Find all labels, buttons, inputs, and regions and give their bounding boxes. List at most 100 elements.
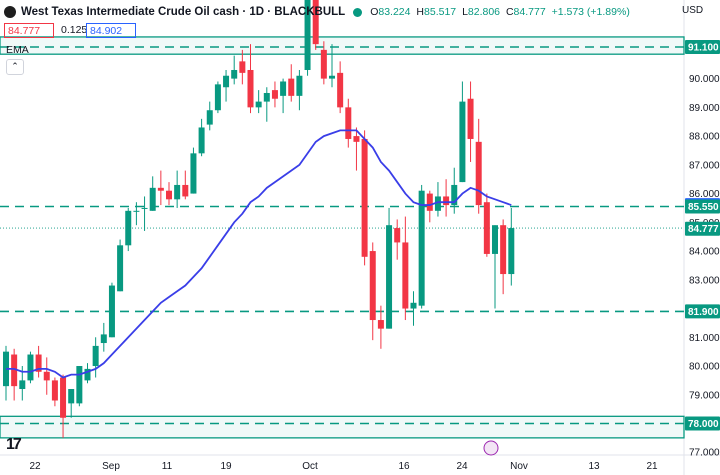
high-value: 85.517: [424, 6, 457, 18]
candle-body: [361, 138, 368, 257]
candle-body: [451, 184, 458, 206]
candle-body: [467, 98, 474, 139]
support-resistance-zone: [0, 36, 685, 55]
tradingview-logo[interactable]: 17: [6, 436, 22, 453]
price-tick-label: 84.000: [689, 247, 720, 258]
candle-body: [35, 354, 42, 372]
price-tick-label: 88.000: [689, 132, 720, 143]
time-tick-label: 24: [456, 461, 468, 472]
candle-body: [475, 141, 482, 206]
candle-body: [410, 302, 417, 309]
candle-body: [157, 187, 164, 191]
price-label-box: [685, 199, 720, 214]
price-label-text: 84.777: [688, 224, 719, 235]
candle-body: [271, 90, 278, 99]
time-tick-label: 22: [29, 461, 41, 472]
candle-body: [426, 193, 433, 211]
price-label-box: [685, 221, 720, 236]
candle-body: [377, 320, 384, 329]
price-tick-label: 79.000: [689, 390, 720, 401]
candle-body: [337, 72, 344, 108]
ema-line: [6, 129, 512, 379]
candle-body: [296, 75, 303, 96]
candle-body: [182, 184, 189, 197]
candle-body: [353, 136, 360, 142]
candle-body: [434, 196, 441, 211]
candle-body: [239, 61, 246, 73]
candle-body: [92, 345, 99, 367]
time-tick-label: Sep: [102, 461, 120, 472]
time-tick-label: 19: [220, 461, 232, 472]
price-label-box: [685, 416, 720, 431]
price-label-text: 81.900: [688, 307, 719, 318]
ohlc-values: O83.224 H85.517 L82.806 C84.777 +1.573 (…: [370, 6, 630, 18]
price-label-text: 91.100: [688, 43, 719, 54]
candle-body: [263, 92, 270, 102]
price-tick-label: 89.000: [689, 103, 720, 114]
candle-body: [386, 225, 393, 329]
close-value: 84.777: [513, 6, 546, 18]
candle-body: [68, 389, 75, 404]
candle-body: [11, 354, 18, 387]
candle-body: [141, 207, 148, 209]
candle-body: [76, 366, 83, 404]
time-tick-label: Nov: [510, 461, 528, 472]
sell-price-box[interactable]: 84.777: [4, 23, 54, 38]
time-tick-label: 13: [588, 461, 600, 472]
candle-body: [443, 196, 450, 206]
candle-body: [369, 251, 376, 321]
collapse-legend-icon[interactable]: ⌃: [6, 59, 24, 75]
candle-body: [345, 107, 352, 139]
time-tick-label: 11: [162, 461, 173, 472]
buy-price-box[interactable]: 84.902: [86, 23, 136, 38]
price-tick-label: 80.000: [689, 362, 720, 373]
currency-label[interactable]: USD: [682, 5, 704, 16]
candle-body: [43, 371, 50, 381]
candle-body: [166, 190, 172, 200]
symbol-logo-icon: [4, 6, 16, 18]
price-label-box: [685, 40, 720, 54]
candle-body: [288, 78, 295, 96]
candle-body: [27, 354, 34, 381]
candle-body: [60, 377, 67, 418]
candle-body: [394, 228, 401, 243]
ema-indicator-label[interactable]: EMA: [6, 44, 29, 56]
candle-body: [255, 101, 262, 108]
spread-value: 0.125: [61, 24, 88, 36]
candle-body: [108, 285, 115, 338]
candle-body: [149, 187, 156, 211]
symbol-title[interactable]: West Texas Intermediate Crude Oil cash ·…: [21, 6, 346, 18]
price-label-box: [685, 304, 720, 319]
open-value: 83.224: [378, 6, 411, 18]
event-marker-icon: [483, 440, 499, 456]
support-resistance-zone: [0, 415, 685, 439]
candle-body: [214, 84, 221, 111]
chart-header: West Texas Intermediate Crude Oil cash ·…: [4, 3, 630, 21]
candle-body: [84, 368, 91, 381]
candle-body: [223, 75, 230, 88]
candle-body: [329, 75, 335, 79]
candle-body: [198, 127, 205, 154]
price-tick-label: 86.000: [689, 189, 720, 200]
candle-body: [51, 380, 58, 401]
time-tick-label: Oct: [302, 461, 318, 472]
candle-body: [190, 153, 197, 194]
candle-body: [483, 202, 490, 254]
candle-body: [304, 0, 311, 70]
price-tick-label: 83.000: [689, 275, 720, 286]
candle-body: [312, 0, 319, 45]
price-label-text: 78.000: [688, 419, 719, 430]
low-value: 82.806: [467, 6, 501, 18]
candle-body: [280, 81, 287, 96]
candle-body: [459, 101, 466, 183]
price-tick-label: 81.000: [689, 333, 720, 344]
time-tick-label: 16: [398, 461, 410, 472]
candle-body: [247, 69, 254, 108]
time-tick-label: 21: [646, 461, 658, 472]
price-tick-label: 90.000: [689, 74, 720, 85]
candle-body: [492, 225, 498, 254]
candle-body: [125, 210, 132, 246]
price-tick-label: 77.000: [689, 448, 720, 459]
price-label-text: 85.550: [688, 202, 719, 213]
